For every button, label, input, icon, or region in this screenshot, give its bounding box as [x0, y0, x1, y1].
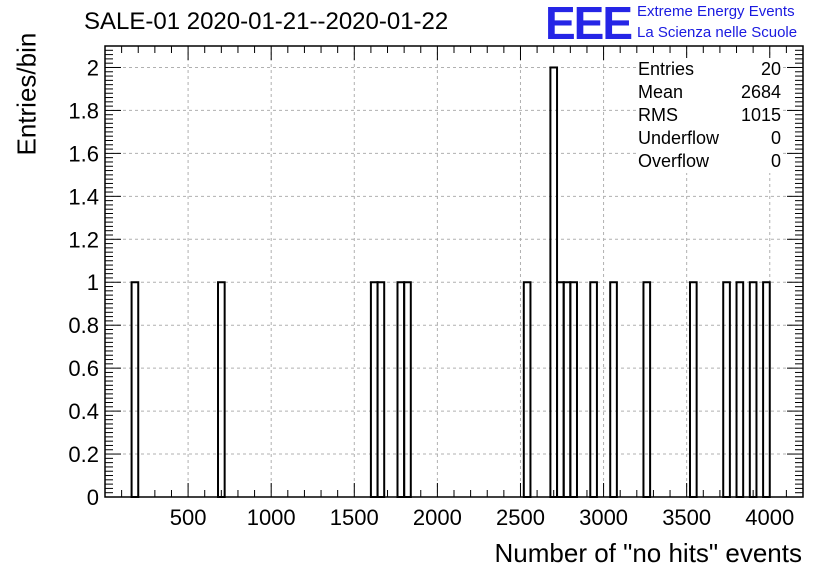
histogram-bar — [735, 281, 745, 498]
x-tick-label: 3000 — [579, 505, 628, 530]
x-axis-label: Number of "no hits" events — [494, 538, 803, 568]
stat-row-entries: Entries 20 — [638, 58, 781, 81]
y-tick-label: 1.6 — [68, 141, 99, 166]
stat-row-rms: RMS 1015 — [638, 104, 781, 127]
stat-label: Underflow — [638, 128, 720, 148]
stat-value: 0 — [770, 128, 781, 148]
stat-value: 20 — [760, 59, 781, 79]
histogram-bar — [748, 281, 758, 498]
stat-label: RMS — [638, 105, 678, 125]
stat-value: 2684 — [740, 82, 781, 102]
stat-row-overflow: Overflow 0 — [638, 150, 781, 173]
x-tick-label: 4000 — [745, 505, 794, 530]
histogram-bar — [569, 281, 578, 498]
y-tick-label: 2 — [87, 55, 99, 80]
x-tick-label: 2500 — [496, 505, 545, 530]
histogram-bar — [130, 281, 140, 498]
y-tick-label: 0.8 — [68, 313, 99, 338]
histogram-bar — [522, 281, 532, 498]
y-tick-label: 1.4 — [68, 184, 99, 209]
y-tick-label: 1.8 — [68, 98, 99, 123]
x-tick-label: 1500 — [330, 505, 379, 530]
stats-box: Entries 20 Mean 2684 RMS 1015 Underflow … — [638, 58, 781, 173]
stat-row-mean: Mean 2684 — [638, 81, 781, 104]
stat-row-underflow: Underflow 0 — [638, 127, 781, 150]
x-tick-label: 1000 — [247, 505, 296, 530]
histogram-bar — [217, 281, 226, 498]
y-axis-label: Entries/bin — [11, 32, 42, 156]
x-tick-label: 500 — [170, 505, 207, 530]
stat-label: Mean — [638, 82, 684, 102]
histogram-bar — [762, 281, 771, 498]
eee-logo-icon: EEE — [545, 0, 633, 49]
histogram-bar — [403, 281, 412, 498]
grid-lines — [105, 46, 803, 497]
axis-ticks: 500 1000 1500 2000 2500 3000 3500 400000.20.40.… — [68, 46, 803, 530]
y-tick-label: 1.2 — [68, 227, 99, 252]
x-tick-label: 2000 — [413, 505, 462, 530]
x-tick-label: 3500 — [662, 505, 711, 530]
y-tick-label: 0.2 — [68, 442, 99, 467]
histogram-bar — [688, 281, 698, 498]
stat-label: Overflow — [638, 151, 710, 171]
stat-value: 0 — [770, 151, 781, 171]
logo-text-line2: La Scienza nelle Scuole — [637, 24, 798, 41]
histogram-bar — [376, 281, 386, 498]
stat-label: Entries — [638, 59, 695, 79]
chart-title: SALE-01 2020-01-21--2020-01-22 — [84, 8, 449, 35]
histogram-bar — [589, 281, 598, 498]
histogram-bar — [609, 281, 618, 498]
y-tick-label: 1 — [87, 270, 99, 295]
stat-value: 1015 — [740, 105, 781, 125]
y-tick-label: 0.6 — [68, 356, 99, 381]
logo-text-line1: Extreme Energy Events — [637, 3, 795, 20]
y-tick-label: 0.4 — [68, 399, 99, 424]
y-tick-label: 0 — [87, 485, 99, 510]
histogram-bar — [642, 281, 652, 498]
histogram-bar — [722, 281, 731, 498]
